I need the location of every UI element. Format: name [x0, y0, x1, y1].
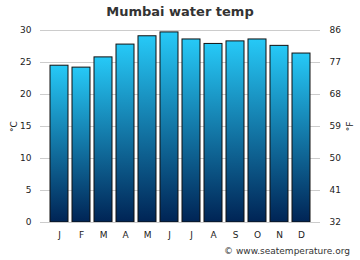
html-text:© www.seatemperature.org: © www.seatemperature.org — [224, 246, 350, 256]
svg-text:25: 25 — [20, 57, 31, 67]
svg-text:15: 15 — [20, 121, 31, 131]
svg-text:M: M — [144, 230, 152, 240]
svg-text:A: A — [210, 230, 217, 240]
svg-text:J: J — [57, 230, 61, 240]
svg-text:S: S — [233, 230, 239, 240]
svg-text:41: 41 — [330, 185, 341, 195]
svg-text:68: 68 — [330, 89, 342, 99]
svg-text:°C: °C — [9, 121, 19, 132]
svg-text:50: 50 — [330, 153, 342, 163]
svg-text:M: M — [100, 230, 108, 240]
svg-text:32: 32 — [330, 217, 341, 227]
svg-text:10: 10 — [20, 153, 32, 163]
svg-text:J: J — [167, 230, 171, 240]
svg-text:30: 30 — [20, 25, 32, 35]
svg-text:20: 20 — [20, 89, 32, 99]
svg-text:F: F — [79, 230, 84, 240]
svg-text:°F: °F — [345, 122, 355, 132]
svg-text:0: 0 — [26, 217, 32, 227]
svg-text:J: J — [189, 230, 193, 240]
svg-text:5: 5 — [26, 185, 32, 195]
html-text:Mumbai water temp: Mumbai water temp — [106, 4, 254, 19]
svg-text:86: 86 — [330, 25, 342, 35]
svg-text:A: A — [122, 230, 129, 240]
svg-text:O: O — [254, 230, 261, 240]
svg-text:59: 59 — [330, 121, 342, 131]
svg-text:D: D — [298, 230, 305, 240]
svg-text:N: N — [276, 230, 283, 240]
svg-text:77: 77 — [330, 57, 341, 67]
